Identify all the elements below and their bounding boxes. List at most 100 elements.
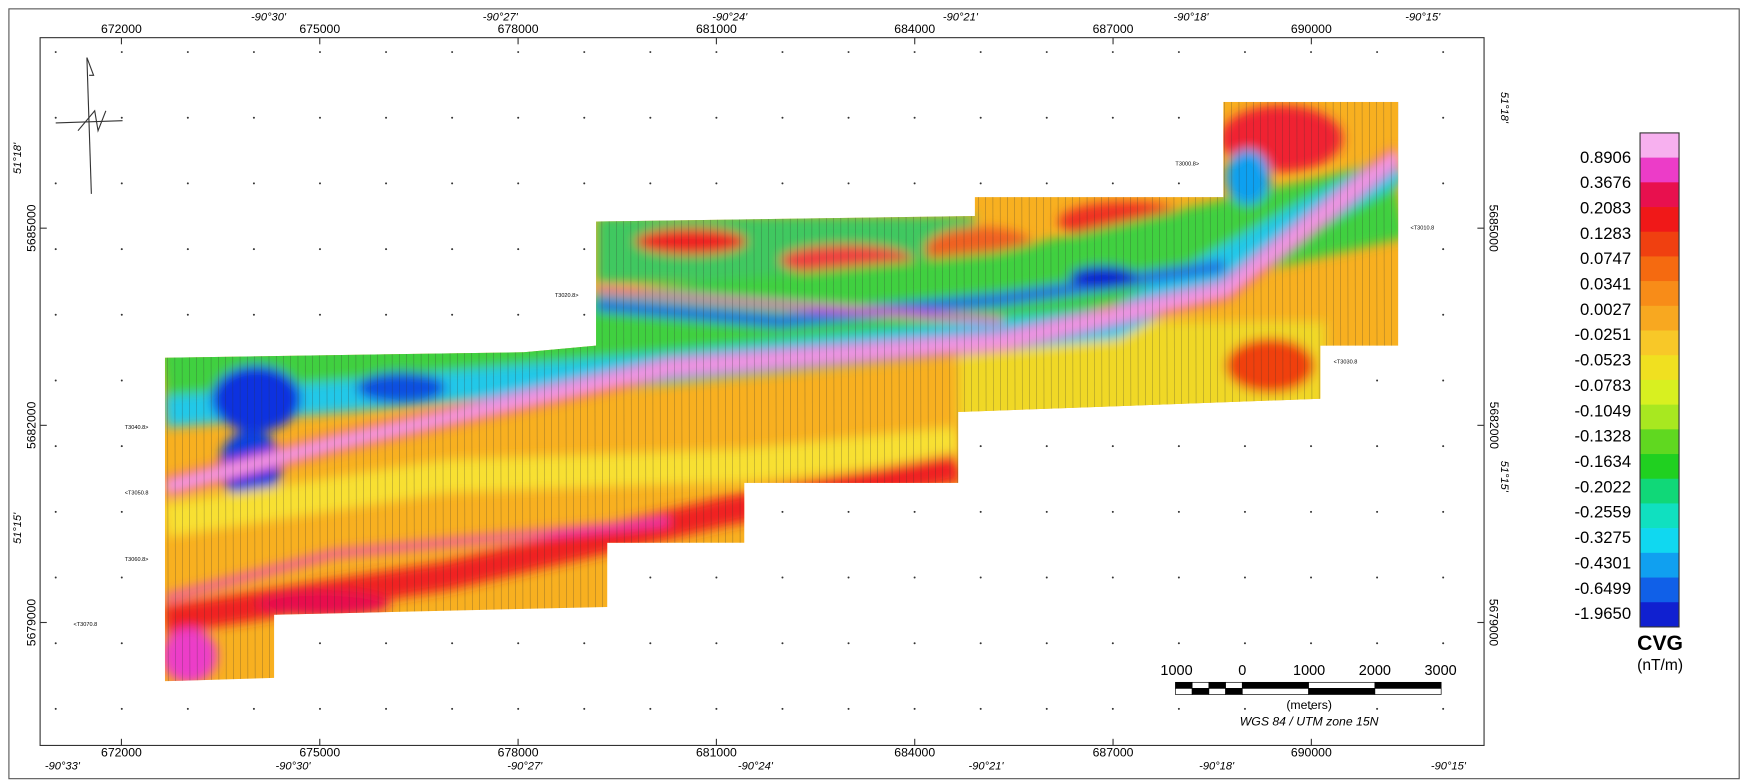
grid-dot (187, 248, 189, 250)
scale-seg (1175, 682, 1192, 688)
tie-line-label: <T3030.8 (1334, 360, 1358, 366)
latitude-label-right: 51°18' (1498, 92, 1510, 124)
grid-dot (715, 51, 717, 53)
legend-swatch (1640, 331, 1679, 356)
grid-dot (121, 577, 123, 579)
grid-dot (55, 445, 57, 447)
grid-dot (1442, 182, 1444, 184)
legend-label: 0.3676 (1580, 173, 1631, 192)
scale-label: 1000 (1160, 663, 1192, 679)
grid-dot (319, 708, 321, 710)
easting-label-top: 681000 (696, 22, 737, 36)
scale-seg (1226, 682, 1243, 688)
grid-dot (715, 182, 717, 184)
legend-swatch (1640, 256, 1679, 281)
legend-swatch (1640, 380, 1679, 405)
grid-dot (451, 248, 453, 250)
scale-label: 3000 (1424, 663, 1456, 679)
easting-label-bottom: 681000 (696, 745, 737, 759)
grid-dot (1178, 511, 1180, 513)
easting-label-bottom: 675000 (299, 745, 340, 759)
grid-dot (1310, 51, 1312, 53)
scale-unit: (meters) (1286, 698, 1332, 712)
grid-dot (1046, 642, 1048, 644)
latitude-label-left: 51°18' (12, 142, 24, 174)
legend-label: -0.1328 (1574, 427, 1631, 446)
grid-dot (121, 708, 123, 710)
grid-dot (319, 182, 321, 184)
grid-dot (1244, 642, 1246, 644)
scale-seg (1226, 688, 1243, 694)
grid-dot (121, 51, 123, 53)
scale-label: 1000 (1293, 663, 1325, 679)
longitude-label-top: -90°21' (943, 12, 979, 24)
grid-dot (1442, 379, 1444, 381)
grid-dot (55, 511, 57, 513)
grid-dot (781, 51, 783, 53)
grid-dot (1178, 708, 1180, 710)
grid-dot (121, 379, 123, 381)
grid-dot (253, 248, 255, 250)
grid-dot (517, 642, 519, 644)
grid-dot (583, 314, 585, 316)
legend-label: -1.9650 (1574, 604, 1631, 623)
grid-dot (1178, 117, 1180, 119)
grid-dot (781, 182, 783, 184)
legend-label: 0.0747 (1580, 249, 1631, 268)
tie-line-label: T3000.8> (1175, 161, 1199, 167)
grid-dot (914, 642, 916, 644)
grid-dot (121, 248, 123, 250)
legend-label: -0.0251 (1574, 325, 1631, 344)
grid-dot (980, 182, 982, 184)
grid-dot (649, 51, 651, 53)
legend-swatch (1640, 232, 1679, 257)
grid-dot (1442, 708, 1444, 710)
grid-dot (451, 642, 453, 644)
northing-label-right: 5679000 (1487, 599, 1501, 647)
grid-dot (517, 117, 519, 119)
grid-dot (980, 642, 982, 644)
grid-dot (517, 314, 519, 316)
scale-seg (1209, 688, 1226, 694)
grid-dot (385, 117, 387, 119)
grid-dot (848, 511, 850, 513)
grid-dot (1046, 708, 1048, 710)
grid-dot (980, 708, 982, 710)
grid-dot (1046, 511, 1048, 513)
grid-dot (1442, 511, 1444, 513)
grid-dot (517, 248, 519, 250)
grid-dot (1112, 708, 1114, 710)
grid-dot (451, 51, 453, 53)
grid-dot (121, 642, 123, 644)
grid-dot (1442, 577, 1444, 579)
grid-dot (55, 314, 57, 316)
grid-dot (55, 51, 57, 53)
grid-dot (848, 708, 850, 710)
map-figure: CVG (nT/m) 10000100020003000 (meters) WG… (0, 0, 1747, 782)
legend-label: -0.4301 (1574, 553, 1631, 572)
longitude-label-bottom: -90°33' (45, 760, 81, 772)
legend-swatch (1640, 553, 1679, 578)
grid-dot (914, 117, 916, 119)
easting-label-bottom: 678000 (498, 745, 539, 759)
grid-dot (980, 445, 982, 447)
longitude-label-top: -90°18' (1174, 12, 1210, 24)
grid-dot (781, 642, 783, 644)
grid-dot (715, 117, 717, 119)
grid-dot (55, 379, 57, 381)
grid-dot (1442, 51, 1444, 53)
grid-dot (55, 577, 57, 579)
grid-dot (715, 577, 717, 579)
tie-line-label: <T3070.8 (74, 622, 98, 628)
grid-dot (187, 117, 189, 119)
grid-dot (1442, 314, 1444, 316)
grid-dot (1442, 445, 1444, 447)
grid-dot (517, 182, 519, 184)
grid-dot (1112, 511, 1114, 513)
easting-label-bottom: 687000 (1093, 745, 1134, 759)
grid-dot (1178, 577, 1180, 579)
grid-dot (1244, 577, 1246, 579)
scale-label: 2000 (1359, 663, 1391, 679)
grid-dot (1178, 51, 1180, 53)
grid-dot (385, 314, 387, 316)
